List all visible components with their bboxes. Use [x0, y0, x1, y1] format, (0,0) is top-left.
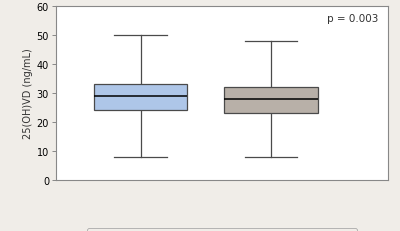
Bar	[224, 88, 318, 114]
Bar	[94, 85, 188, 111]
Y-axis label: 25(OH)VD (ng/mL): 25(OH)VD (ng/mL)	[22, 48, 32, 139]
Text: p = 0.003: p = 0.003	[327, 14, 378, 24]
Legend: HbA1c <7% (N = 432), HbA1c >7% (N = 1144): HbA1c <7% (N = 432), HbA1c >7% (N = 1144…	[87, 228, 357, 231]
